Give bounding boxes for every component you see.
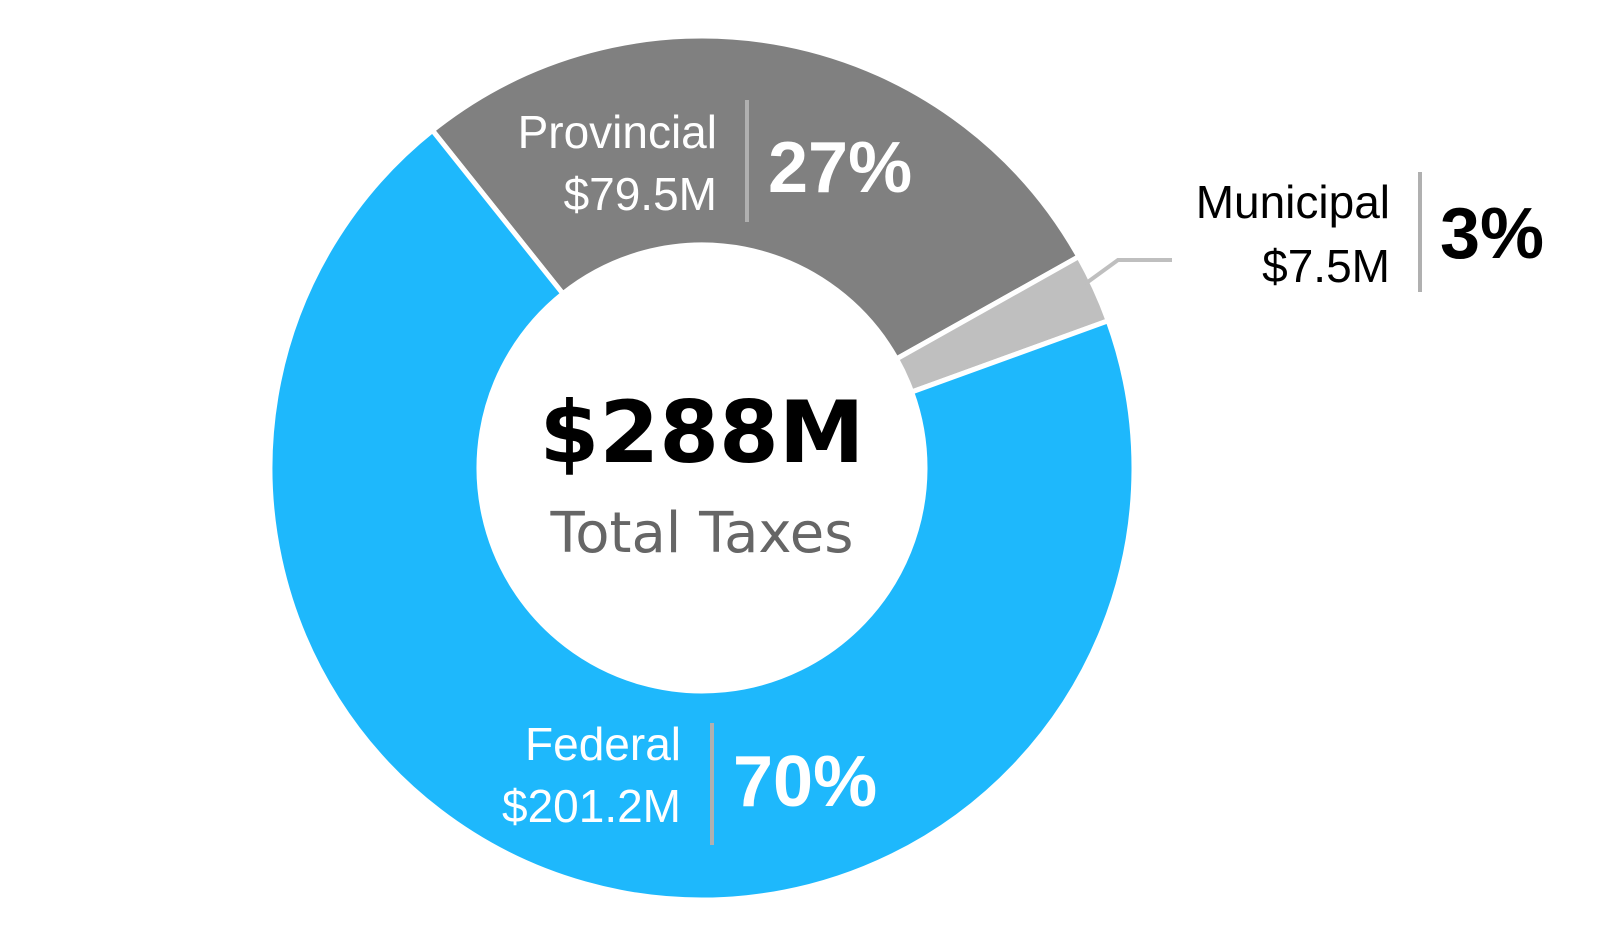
federal-amount: $201.2M	[502, 780, 681, 832]
center-total-value: $288M	[540, 383, 865, 483]
provincial-slice	[428, 33, 1083, 363]
municipal-name: Municipal	[1196, 176, 1390, 228]
federal-slice	[267, 126, 1137, 903]
donut-slices	[267, 33, 1137, 903]
federal-name: Federal	[525, 718, 681, 770]
municipal-leader-line	[1083, 258, 1172, 286]
municipal-amount: $7.5M	[1262, 240, 1390, 292]
federal-percent: 70%	[733, 742, 877, 822]
provincial-amount: $79.5M	[564, 168, 717, 220]
federal-label-group: Federal $201.2M 70%	[502, 718, 877, 845]
provincial-label-group: Provincial $79.5M 27%	[518, 100, 912, 222]
provincial-name: Provincial	[518, 106, 717, 158]
municipal-percent: 3%	[1440, 194, 1544, 274]
provincial-percent: 27%	[768, 128, 912, 208]
center-total-label: Total Taxes	[550, 501, 854, 566]
municipal-label-group: Municipal $7.5M 3%	[1196, 172, 1544, 292]
